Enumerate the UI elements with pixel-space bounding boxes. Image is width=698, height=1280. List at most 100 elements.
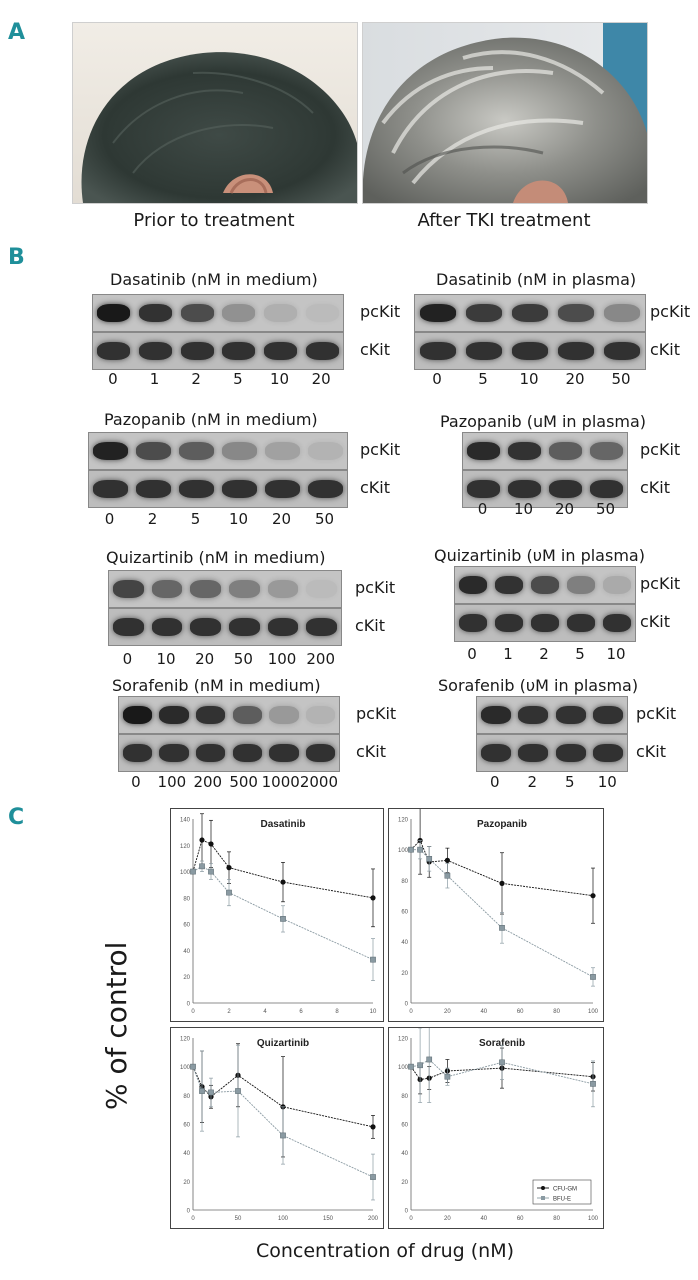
data-point-bfu-e — [226, 889, 232, 896]
pckit-strip — [454, 566, 636, 604]
lane-labels: 0 1 2 5 10 — [454, 645, 634, 663]
x-tick-label: 60 — [517, 1009, 524, 1015]
pckit-label: pcKit — [650, 302, 691, 321]
blot-band — [566, 576, 596, 594]
lane-label: 100 — [157, 773, 187, 791]
blot-band — [265, 442, 300, 460]
chart-title: Quizartinib — [257, 1038, 309, 1049]
lane-label: 5 — [575, 645, 585, 663]
y-tick-label: 120 — [398, 1037, 409, 1043]
y-tick-label: 80 — [401, 879, 408, 885]
blot-band — [602, 614, 632, 632]
y-tick-label: 80 — [183, 1094, 190, 1100]
data-point-bfu-e — [417, 1062, 423, 1069]
x-tick-label: 8 — [335, 1009, 339, 1015]
data-point-bfu-e — [499, 925, 505, 931]
blot-band — [593, 706, 624, 724]
y-tick-label: 100 — [180, 870, 191, 876]
x-tick-label: 4 — [263, 1009, 267, 1015]
blot-band — [263, 304, 298, 322]
blot-band — [306, 580, 338, 598]
blot-band — [308, 480, 343, 498]
pckit-strip — [108, 570, 342, 608]
blot-band — [308, 442, 343, 460]
blot-band — [138, 304, 173, 322]
lane-label: 2 — [147, 510, 158, 528]
blot-band — [222, 304, 256, 322]
blot-band — [306, 706, 336, 724]
legend-label: CFU-GM — [553, 1187, 577, 1193]
blot-band — [269, 706, 299, 724]
data-point-cfu-gm — [208, 841, 214, 847]
blot-band — [151, 618, 183, 636]
blot-title: Sorafenib (υM in plasma) — [438, 676, 639, 695]
lane-labels: 0 1 2 5 10 20 — [92, 370, 342, 388]
pckit-label: pcKit — [360, 440, 401, 459]
panel-b-letter: B — [8, 245, 25, 270]
blot-band — [306, 744, 336, 762]
blot-band — [557, 304, 595, 322]
data-point-cfu-gm — [444, 857, 450, 863]
data-point-bfu-e — [417, 846, 423, 853]
blot-band — [530, 576, 560, 594]
lane-label: 20 — [271, 510, 292, 528]
lane-label: 0 — [467, 645, 477, 663]
x-tick-label: 0 — [409, 1009, 413, 1015]
blot-band — [267, 580, 299, 598]
y-tick-label: 40 — [183, 949, 190, 955]
ckit-strip — [92, 332, 344, 370]
blot-title: Sorafenib (nM in medium) — [112, 676, 321, 695]
y-tick-label: 0 — [187, 1209, 191, 1215]
blot-band — [267, 618, 299, 636]
x-tick-label: 80 — [553, 1009, 560, 1015]
blot-band — [190, 618, 222, 636]
ckit-label: cKit — [355, 616, 386, 635]
y-tick-label: 20 — [183, 1180, 190, 1186]
panel-c-letter: C — [8, 805, 25, 830]
x-axis-title: Concentration of drug (nM) — [255, 1240, 515, 1262]
data-point-bfu-e — [199, 1088, 205, 1094]
pckit-label: pcKit — [636, 704, 677, 723]
chart-svg: 0 20 40 60 80 100 120 0 20 40 60 80 100 Sorafenib CFU-… — [398, 1016, 599, 1222]
blot-band — [590, 480, 623, 498]
blot-band — [93, 442, 128, 460]
lane-labels: 0 10 20 50 — [462, 500, 626, 518]
blot-band — [549, 480, 582, 498]
chart-svg: 0 20 40 60 80 100 120 140 0 2 4 6 8 10 Dasatinib — [180, 813, 377, 1015]
lane-label: 0 — [489, 773, 500, 791]
x-tick-label: 100 — [278, 1216, 289, 1222]
lane-label: 50 — [233, 650, 253, 668]
blot-band — [136, 480, 171, 498]
lane-label: 1 — [149, 370, 160, 388]
y-tick-label: 80 — [183, 896, 190, 902]
y-tick-label: 60 — [401, 1123, 408, 1129]
chart-sorafenib: 0 20 40 60 80 100 120 0 20 40 60 80 100 Sorafenib CFU-… — [388, 1016, 604, 1229]
pckit-strip — [462, 432, 628, 470]
data-point-cfu-gm — [280, 879, 286, 885]
pckit-label: pcKit — [355, 578, 396, 597]
pckit-label: pcKit — [356, 704, 397, 723]
photo-prior-treatment — [72, 22, 358, 204]
blot-band — [265, 480, 300, 498]
lane-label: 10 — [269, 370, 290, 388]
data-point-bfu-e — [280, 916, 286, 922]
x-tick-label: 100 — [588, 1216, 599, 1222]
blot-title: Dasatinib (nM in plasma) — [436, 270, 637, 289]
lane-label: 1000 — [261, 773, 300, 791]
ckit-strip — [462, 470, 628, 508]
x-tick-label: 200 — [368, 1216, 379, 1222]
blot-band — [590, 442, 623, 460]
ckit-strip — [88, 470, 348, 508]
data-point-bfu-e — [444, 1073, 451, 1080]
lane-label: 5 — [478, 370, 488, 388]
chart-svg: 0 20 40 60 80 100 120 0 20 40 60 80 100 Pazopanib — [398, 806, 599, 1015]
ckit-strip — [414, 332, 646, 370]
series-line — [410, 1066, 594, 1081]
y-tick-label: 60 — [183, 1123, 190, 1129]
blot-band — [603, 304, 641, 322]
blot-band — [511, 304, 549, 322]
blot-band — [159, 744, 189, 762]
blot-band — [263, 342, 298, 360]
lane-label: 200 — [193, 773, 223, 791]
ckit-strip — [476, 734, 628, 772]
